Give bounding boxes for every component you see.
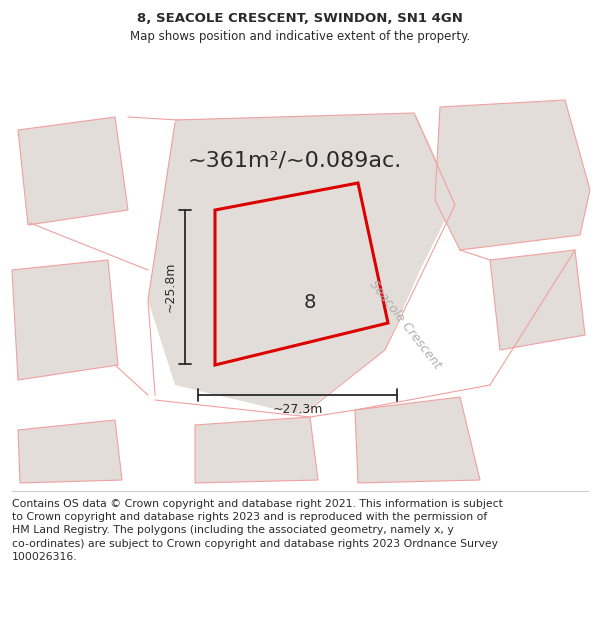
Text: ~361m²/~0.089ac.: ~361m²/~0.089ac.: [188, 150, 402, 170]
Polygon shape: [195, 417, 318, 483]
Polygon shape: [12, 260, 118, 380]
Text: ~27.3m: ~27.3m: [272, 403, 323, 416]
Polygon shape: [490, 250, 585, 350]
Polygon shape: [355, 397, 480, 483]
Text: ~25.8m: ~25.8m: [164, 262, 177, 312]
Text: Contains OS data © Crown copyright and database right 2021. This information is : Contains OS data © Crown copyright and d…: [12, 499, 503, 562]
Text: Seacole Crescent: Seacole Crescent: [367, 278, 443, 372]
Polygon shape: [435, 100, 590, 250]
Polygon shape: [215, 183, 388, 365]
Text: 8: 8: [304, 294, 316, 312]
Text: Map shows position and indicative extent of the property.: Map shows position and indicative extent…: [130, 30, 470, 43]
Polygon shape: [148, 113, 455, 415]
Polygon shape: [18, 420, 122, 483]
Polygon shape: [18, 117, 128, 225]
Text: 8, SEACOLE CRESCENT, SWINDON, SN1 4GN: 8, SEACOLE CRESCENT, SWINDON, SN1 4GN: [137, 12, 463, 25]
